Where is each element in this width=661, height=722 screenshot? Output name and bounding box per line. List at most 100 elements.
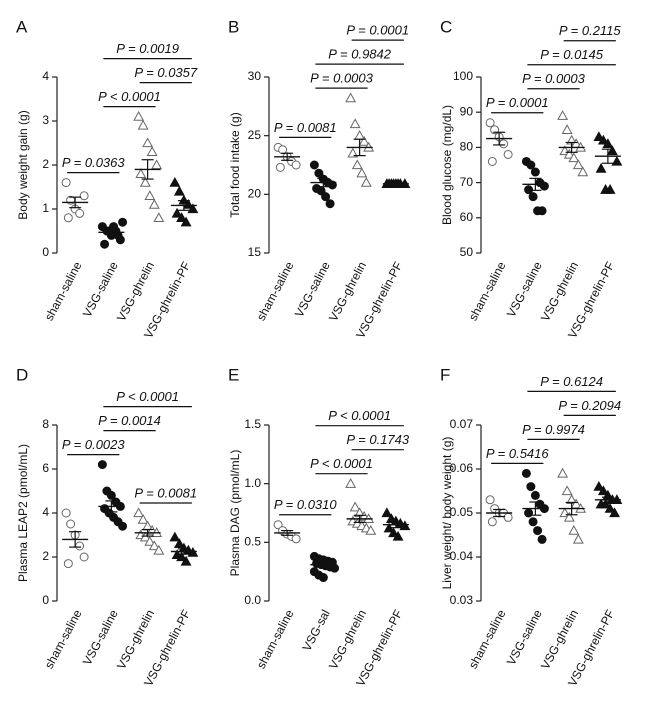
data-point xyxy=(349,501,361,512)
data-point xyxy=(572,533,584,544)
data-point xyxy=(321,192,331,202)
data-point xyxy=(570,498,582,509)
data-point xyxy=(351,159,363,170)
x-tick-label: VSG-saline xyxy=(504,607,545,667)
panel-letter: F xyxy=(440,365,450,384)
comparison-label: P < 0.0001 xyxy=(98,89,161,104)
data-point xyxy=(137,119,149,130)
data-point xyxy=(595,162,607,173)
data-point xyxy=(142,137,154,148)
y-tick-label: 2 xyxy=(42,549,49,563)
data-point xyxy=(524,185,534,195)
data-point xyxy=(530,167,540,177)
comparison-label: P < 0.0001 xyxy=(310,456,373,471)
y-tick-label: 80 xyxy=(460,140,474,154)
data-point xyxy=(557,467,569,478)
data-point xyxy=(563,511,575,522)
data-point xyxy=(75,541,85,551)
y-tick-label: 0 xyxy=(42,593,49,607)
data-point xyxy=(137,513,149,524)
data-point xyxy=(139,531,151,542)
data-point xyxy=(169,531,181,542)
data-point xyxy=(148,540,160,551)
y-tick-label: 4 xyxy=(42,505,49,519)
data-point xyxy=(133,507,145,518)
comparison-label: P < 0.0001 xyxy=(116,389,179,404)
y-tick-label: 2 xyxy=(42,157,49,171)
y-axis-label: Blood glucose (mg/dL) xyxy=(440,105,454,225)
data-point xyxy=(176,551,188,562)
data-point xyxy=(173,538,185,548)
panel: E Plasma DAG (pmol/mL) 0.0 0.5 1.0 1.5 sham-sa… xyxy=(228,365,411,689)
x-tick-label: VSG-ghrelin xyxy=(538,607,581,671)
data-point xyxy=(354,130,366,140)
data-point xyxy=(118,217,128,227)
data-point xyxy=(537,534,547,544)
x-tick-label: VSG-saline xyxy=(80,259,121,319)
x-tick-label: VSG-ghrelin xyxy=(326,259,369,323)
data-point xyxy=(109,222,119,232)
data-point xyxy=(113,230,123,240)
data-point xyxy=(133,110,145,121)
comparison-label: P = 0.0357 xyxy=(134,65,198,80)
x-tick-label: VSG-saline xyxy=(80,607,121,667)
data-point xyxy=(526,482,536,492)
data-point xyxy=(604,502,616,513)
y-tick-label: 0.04 xyxy=(450,549,474,563)
y-tick-label: 90 xyxy=(460,104,474,118)
data-point xyxy=(499,139,509,149)
data-point xyxy=(606,145,618,156)
data-point xyxy=(485,495,495,505)
data-point xyxy=(487,517,497,527)
data-point xyxy=(61,508,71,518)
x-tick-label: VSG-saline xyxy=(292,259,333,319)
y-tick-label: 4 xyxy=(42,69,49,83)
y-tick-label: 0.07 xyxy=(450,417,474,431)
data-point xyxy=(365,524,377,535)
y-tick-label: 6 xyxy=(42,461,49,475)
data-point xyxy=(318,573,328,583)
data-point xyxy=(66,519,76,529)
comparison-label: P = 0.0310 xyxy=(274,497,338,512)
panel-letter: A xyxy=(16,17,28,36)
y-tick-label: 0.03 xyxy=(450,593,474,607)
data-point xyxy=(381,507,393,518)
data-point xyxy=(144,535,156,546)
data-point xyxy=(135,168,147,178)
data-point xyxy=(347,147,359,158)
y-tick-label: 3 xyxy=(42,113,49,127)
y-tick-label: 0.06 xyxy=(450,461,474,475)
data-point xyxy=(577,166,589,177)
data-point xyxy=(100,239,110,249)
x-tick-label: sham-saline xyxy=(42,607,85,671)
data-point xyxy=(356,167,368,178)
panel-letter: D xyxy=(16,365,28,384)
y-axis-label: Plasma DAG (pmol/mL) xyxy=(228,450,242,577)
data-point xyxy=(345,478,357,488)
comparison-label: P = 0.0019 xyxy=(116,41,179,56)
y-tick-label: 25 xyxy=(248,128,262,142)
data-point xyxy=(273,520,283,530)
comparison-label: P = 0.2094 xyxy=(558,398,621,413)
y-tick-label: 100 xyxy=(453,69,473,83)
data-point xyxy=(314,168,324,178)
data-point xyxy=(572,159,584,170)
comparison-label: P = 0.0081 xyxy=(274,120,337,135)
data-point xyxy=(503,149,513,159)
y-tick-label: 30 xyxy=(248,69,262,83)
panel: C Blood glucose (mg/dL) 50 60 70 80 90 100 sham-… xyxy=(440,17,623,341)
comparison-label: P = 0.2115 xyxy=(559,23,622,38)
data-point xyxy=(568,152,580,163)
comparison-label: P = 0.6124 xyxy=(540,374,603,389)
data-point xyxy=(187,203,199,214)
data-point xyxy=(485,118,495,128)
y-tick-label: 50 xyxy=(460,245,474,259)
data-point xyxy=(151,159,163,170)
data-point xyxy=(539,181,549,191)
data-point xyxy=(169,176,181,187)
data-point xyxy=(388,527,400,538)
comparison-label: P = 0.0003 xyxy=(522,71,586,86)
